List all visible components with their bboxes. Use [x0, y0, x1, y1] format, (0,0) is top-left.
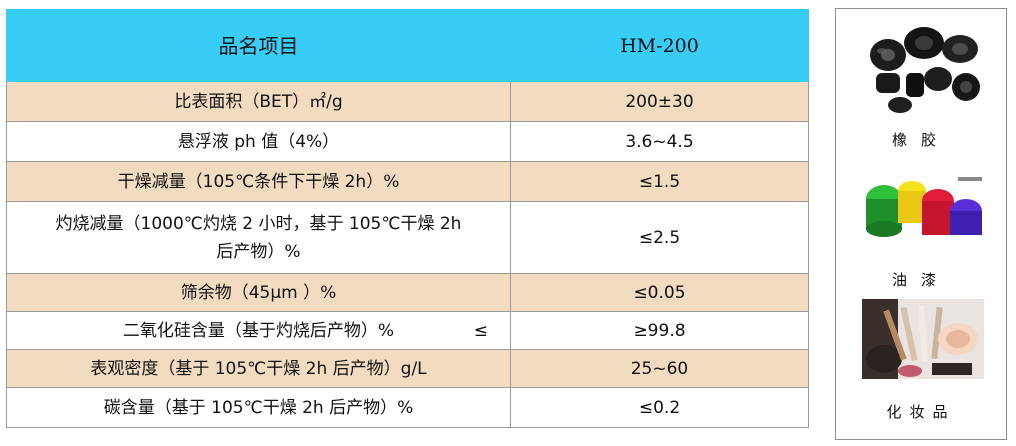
- row-value-cell: 200±30: [510, 81, 809, 122]
- row-value-cell: ≤1.5: [510, 161, 809, 202]
- row-extra-symbol: ≤: [473, 320, 488, 341]
- row-value-cell: ≤2.5: [510, 201, 809, 274]
- table-header-row: 品名项目 HM-200: [6, 9, 809, 82]
- row-name-line-2: 后产物）%: [216, 241, 301, 262]
- row-value-cell: 3.6~4.5: [510, 121, 809, 162]
- row-name-cell: 筛余物（45μm ）%: [6, 273, 511, 312]
- application-item-rubber: 橡胶: [836, 17, 1006, 157]
- table-row: 筛余物（45μm ）% ≤0.05: [6, 273, 809, 312]
- rubber-parts-icon: [862, 21, 984, 115]
- header-name-cell: 品名项目: [6, 9, 511, 82]
- header-value-cell: HM-200: [510, 9, 809, 82]
- row-name-cell: 悬浮液 ph 值（4%）: [6, 121, 511, 162]
- applications-panel: 橡胶 油漆: [835, 8, 1007, 440]
- row-name-cell: 灼烧减量（1000℃灼烧 2 小时，基于 105℃干燥 2h 后产物）%: [6, 201, 511, 274]
- row-name-cell: 碳含量（基于 105℃干燥 2h 后产物）%: [6, 387, 511, 428]
- row-value-cell: ≤0.2: [510, 387, 809, 428]
- table-row: 比表面积（BET）㎡/g 200±30: [6, 81, 809, 122]
- application-label: 橡胶: [891, 131, 950, 149]
- cosmetics-brushes-icon: [862, 299, 984, 379]
- paint-cans-icon: [862, 171, 984, 249]
- row-value-cell: 25~60: [510, 349, 809, 388]
- row-name-cell: 二氧化硅含量（基于灼烧后产物）% ≤: [6, 311, 511, 350]
- table-row: 碳含量（基于 105℃干燥 2h 后产物）% ≤0.2: [6, 387, 809, 428]
- row-name-cell: 比表面积（BET）㎡/g: [6, 81, 511, 122]
- row-name-text: 二氧化硅含量（基于灼烧后产物）%: [122, 320, 395, 341]
- application-label: 化妆品: [886, 403, 956, 421]
- table-row: 悬浮液 ph 值（4%） 3.6~4.5: [6, 121, 809, 162]
- table-row: 灼烧减量（1000℃灼烧 2 小时，基于 105℃干燥 2h 后产物）% ≤2.…: [6, 201, 809, 274]
- application-label: 油漆: [891, 271, 950, 289]
- row-name-cell: 表观密度（基于 105℃干燥 2h 后产物）g/L: [6, 349, 511, 388]
- table-row: 表观密度（基于 105℃干燥 2h 后产物）g/L 25~60: [6, 349, 809, 388]
- row-name-line-1: 灼烧减量（1000℃灼烧 2 小时，基于 105℃干燥 2h: [55, 213, 462, 234]
- application-item-paint: 油漆: [836, 159, 1006, 289]
- row-value-cell: ≤0.05: [510, 273, 809, 312]
- spec-table: 品名项目 HM-200 比表面积（BET）㎡/g 200±30 悬浮液 ph 值…: [6, 9, 809, 428]
- table-row: 二氧化硅含量（基于灼烧后产物）% ≤ ≥99.8: [6, 311, 809, 350]
- row-name-cell: 干燥减量（105℃条件下干燥 2h）%: [6, 161, 511, 202]
- row-value-cell: ≥99.8: [510, 311, 809, 350]
- table-row: 干燥减量（105℃条件下干燥 2h）% ≤1.5: [6, 161, 809, 202]
- application-item-cosmetics: 化妆品: [836, 291, 1006, 439]
